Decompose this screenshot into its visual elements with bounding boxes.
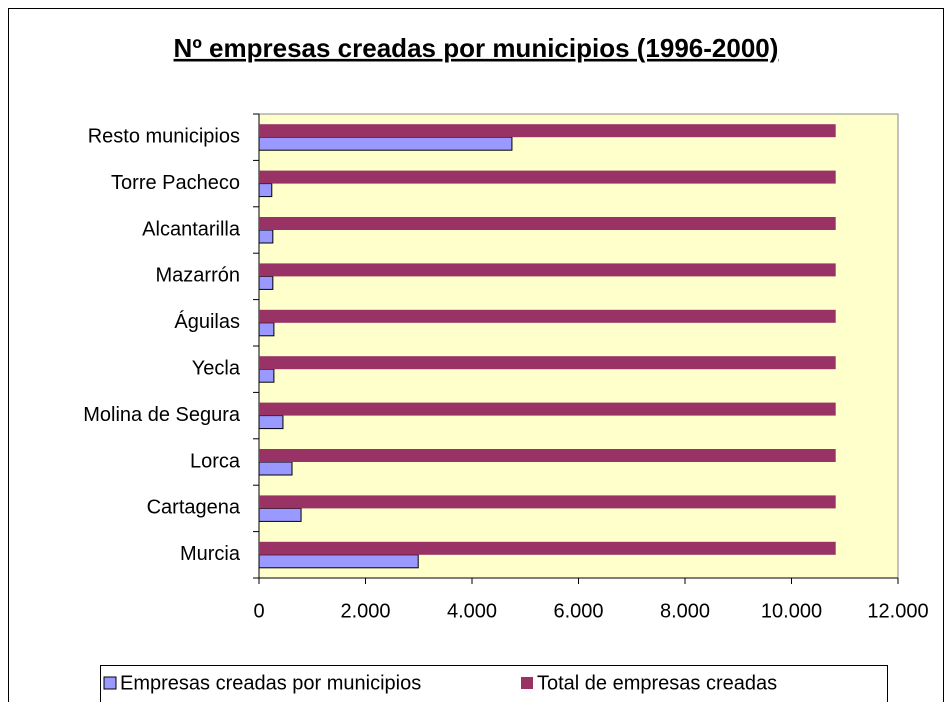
bar (258, 554, 419, 569)
legend-label: Total de empresas creadas (537, 672, 777, 694)
bar (259, 356, 836, 370)
bar (258, 136, 513, 151)
bar (259, 217, 836, 230)
bar (258, 507, 302, 522)
y-tick-label: Águilas (174, 310, 240, 333)
bar (258, 415, 284, 430)
x-tick-label: 12.000 (867, 600, 928, 622)
bar (258, 275, 274, 290)
y-tick-label: Molina de Segura (83, 404, 241, 426)
legend-label: Empresas creadas por municipios (120, 672, 421, 694)
bar (259, 402, 836, 416)
x-tick-label: 6.000 (553, 600, 603, 622)
legend-swatch (521, 677, 533, 689)
bar (259, 541, 836, 555)
y-tick-label: Yecla (192, 357, 241, 379)
chart-title: Nº empresas creadas por municipios (1996… (174, 33, 779, 63)
y-tick-label: Lorca (190, 450, 241, 472)
x-tick-label: 0 (253, 600, 264, 622)
y-tick-label: Mazarrón (156, 265, 240, 287)
bar (259, 309, 836, 323)
y-tick-label: Murcia (180, 543, 241, 565)
y-tick-label: Torre Pacheco (111, 172, 240, 194)
y-tick-label: Cartagena (147, 497, 241, 519)
x-tick-label: 10.000 (761, 600, 822, 622)
bar (259, 124, 836, 138)
bar (258, 183, 273, 198)
y-tick-label: Alcantarilla (142, 218, 241, 240)
y-tick-label: Resto municipios (88, 125, 240, 147)
bar (259, 449, 836, 462)
bar (258, 322, 275, 337)
bar (259, 495, 836, 509)
bar (259, 170, 836, 184)
bar (258, 368, 275, 383)
x-tick-label: 8.000 (660, 600, 710, 622)
legend-box (100, 665, 888, 702)
bar (258, 229, 274, 244)
legend-swatch (103, 676, 117, 690)
x-tick-label: 2.000 (340, 600, 390, 622)
bar (258, 461, 293, 476)
bar (259, 263, 836, 277)
x-tick-label: 4.000 (447, 600, 497, 622)
